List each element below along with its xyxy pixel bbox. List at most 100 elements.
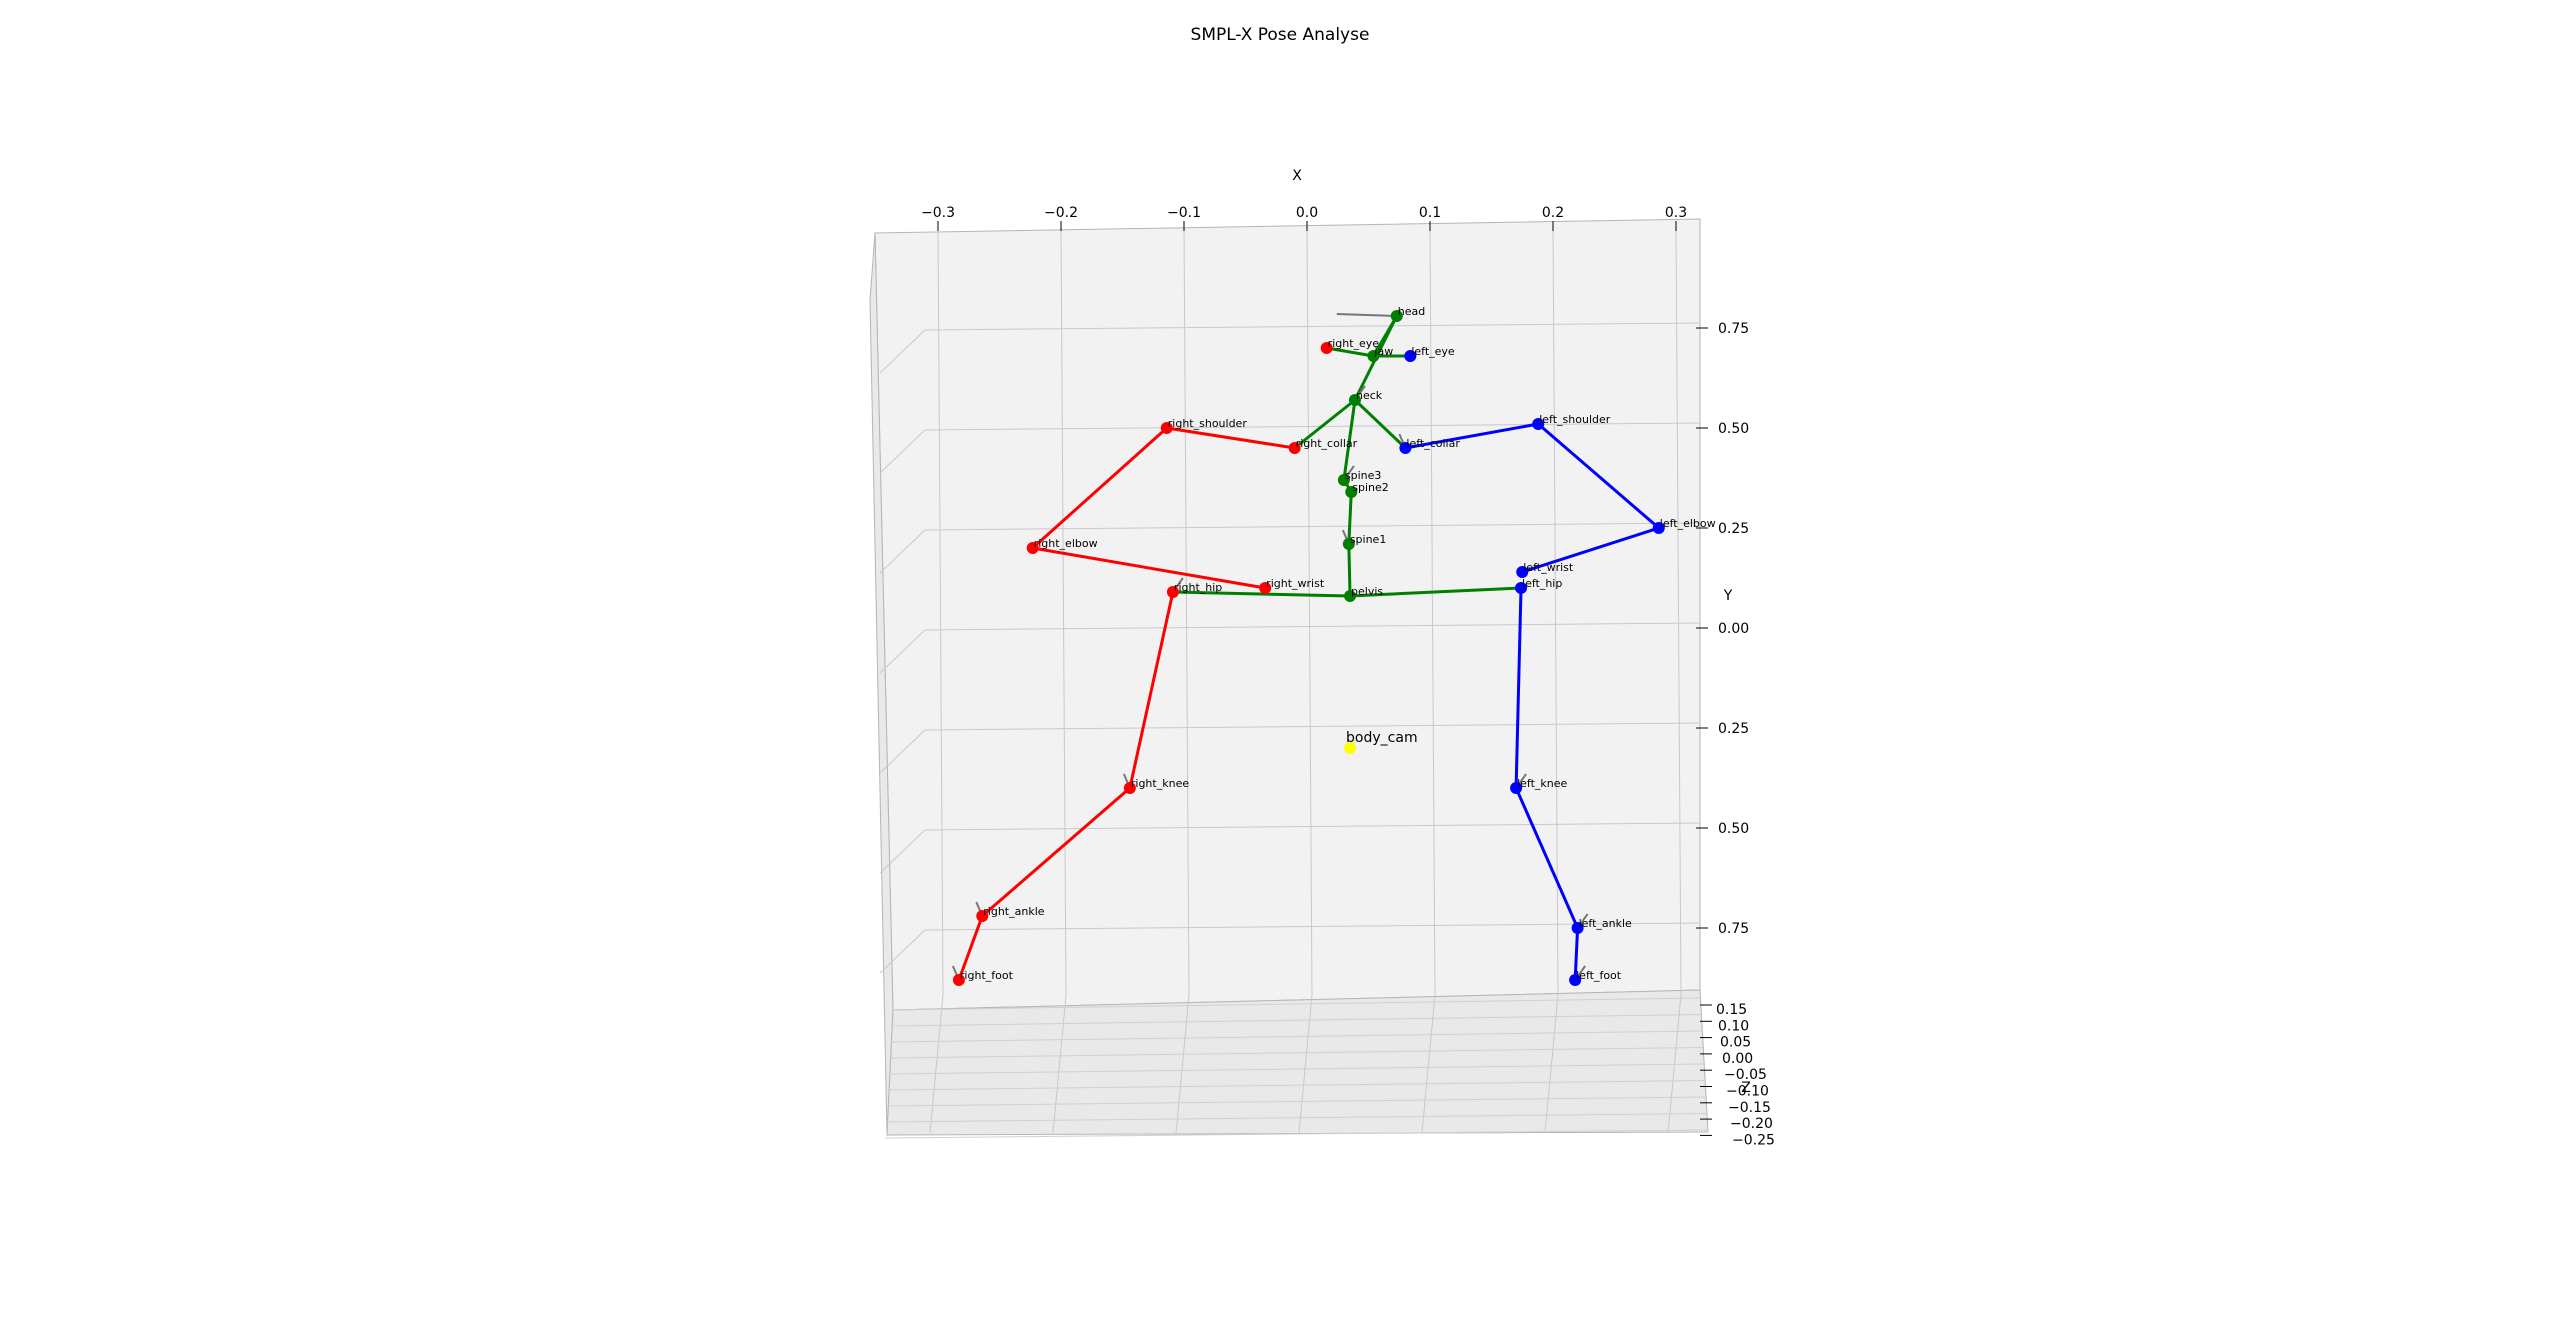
x-floor-gridline (1175, 994, 1190, 1134)
joint-right_shoulder (1160, 422, 1173, 434)
z-tick-label: 0.10 (1718, 1018, 1749, 1034)
x-tick-label: −0.2 (1044, 205, 1078, 221)
joint-spine3 (1337, 474, 1350, 486)
bone-right_hip-right_knee (1128, 591, 1175, 789)
bone-right_shoulder-right_elbow (1031, 426, 1168, 550)
y-side-gridline (879, 429, 926, 474)
x-gridline (1552, 227, 1559, 996)
bone-spine2-spine1 (1347, 491, 1353, 545)
y-side-gridline (879, 529, 926, 574)
x-tick-label: −0.1 (1167, 205, 1201, 221)
bone-left_shoulder-left_elbow (1537, 422, 1660, 530)
y-gridline (924, 822, 1701, 831)
joint-right_eye (1320, 342, 1333, 354)
joint-label-spine3: spine3 (1345, 469, 1382, 482)
joint-right_foot (952, 974, 965, 986)
bone-neck-right_collar (1293, 398, 1356, 450)
joint-pelvis (1344, 590, 1357, 602)
joint-label-left_wrist: left_wrist (1523, 561, 1574, 574)
bone-left_knee-left_ankle (1514, 787, 1579, 929)
joint-right_wrist (1259, 582, 1272, 594)
joint-left_eye (1404, 350, 1417, 362)
chart-title: SMPL-X Pose Analyse (1191, 25, 1370, 45)
y-axis-label: Y (1723, 588, 1733, 604)
y-side-gridline (879, 829, 926, 874)
joint-label-left_knee: left_knee (1517, 777, 1567, 790)
x-gridline (1429, 227, 1436, 996)
joint-label-right_shoulder: right_shoulder (1168, 417, 1248, 430)
y-tick-label: 0.00 (1718, 621, 1749, 637)
y-gridline (924, 622, 1701, 631)
bone-right_knee-right_ankle (981, 786, 1131, 918)
x-gridline (1675, 227, 1682, 996)
joint-right_hip (1166, 586, 1179, 598)
bone-left_collar-left_shoulder (1405, 422, 1539, 450)
y-tick-label: 0.50 (1718, 821, 1749, 837)
skeleton-joints (952, 310, 1665, 986)
joint-label-body_cam: body_cam (1346, 730, 1418, 746)
joint-label-left_collar: left_collar (1406, 437, 1460, 450)
joint-neck (1348, 394, 1361, 406)
orientation-marker-head (1336, 313, 1397, 317)
bone-left_ankle-left_foot (1573, 927, 1580, 981)
bone-left_elbow-left_wrist (1521, 526, 1660, 574)
x-tick-label: 0.2 (1542, 205, 1564, 221)
joint-label-left_hip: left_hip (1522, 577, 1562, 590)
y-tick-label: 0.25 (1718, 521, 1749, 537)
joint-label-right_knee: right_knee (1131, 777, 1189, 790)
x-axis-label: X (1292, 168, 1302, 184)
joint-label-left_foot: left_foot (1576, 969, 1622, 982)
x-floor-gridline (1298, 994, 1313, 1134)
z-tick-label: −0.20 (1730, 1116, 1773, 1132)
x-tick-label: −0.3 (921, 205, 955, 221)
joint-head (1390, 310, 1403, 322)
joint-label-left_ankle: left_ankle (1579, 917, 1632, 930)
joint-label-left_shoulder: left_shoulder (1539, 413, 1611, 426)
joint-jaw (1367, 350, 1380, 362)
x-tick-label: 0.3 (1665, 205, 1687, 221)
bone-jaw-right_eye (1326, 346, 1374, 358)
y-tick-label: 0.25 (1718, 721, 1749, 737)
y-gridline (924, 722, 1701, 731)
z-gridline (890, 1030, 1703, 1043)
x-tick-label: 0.0 (1296, 205, 1318, 221)
joint-label-right_wrist: right_wrist (1266, 577, 1325, 590)
x-floor-gridline (1544, 994, 1559, 1134)
joint-label-right_elbow: right_elbow (1034, 537, 1098, 550)
floor-pane (886, 989, 1709, 1136)
z-tick-label: −0.15 (1728, 1100, 1771, 1116)
y-side-gridline (879, 629, 926, 674)
back-pane (874, 218, 1701, 1011)
joint-spine1 (1342, 538, 1355, 550)
z-gridline (891, 1014, 1702, 1027)
x-gridline (1306, 227, 1313, 996)
joint-label-neck: neck (1356, 389, 1383, 402)
joint-right_elbow (1026, 542, 1039, 554)
bone-neck-spine3 (1342, 399, 1357, 481)
axes-panes (869, 218, 1709, 1136)
z-gridline (887, 1080, 1706, 1091)
joint-label-right_foot: right_foot (960, 969, 1014, 982)
axis-ticks: −0.3 −0.2 −0.1 0.0 0.1 0.2 0.3 0.75 0.50 0.25 0.00… (921, 205, 1775, 1148)
joint-label-right_collar: right_collar (1296, 437, 1358, 450)
y-side-gridline (879, 329, 926, 374)
bone-pelvis-left_hip (1349, 586, 1522, 598)
joint-label-right_hip: right_hip (1174, 581, 1222, 594)
z-gridline (889, 1047, 1704, 1059)
z-gridline (886, 1096, 1707, 1107)
bone-right_collar-right_shoulder (1166, 426, 1295, 450)
joint-left_ankle (1571, 922, 1584, 934)
joint-right_collar (1288, 442, 1301, 454)
joint-spine2 (1345, 486, 1358, 498)
z-axis-label: Z (1741, 1080, 1751, 1096)
z-gridline (888, 1063, 1705, 1075)
y-tick-label: 0.75 (1718, 921, 1749, 937)
x-gridline (937, 227, 944, 996)
joint-label-jaw: jaw (1373, 345, 1393, 358)
joint-label-head: head (1398, 305, 1425, 318)
joint-left_wrist (1516, 566, 1529, 578)
x-floor-gridline (1052, 994, 1067, 1134)
y-gridline (924, 422, 1701, 431)
